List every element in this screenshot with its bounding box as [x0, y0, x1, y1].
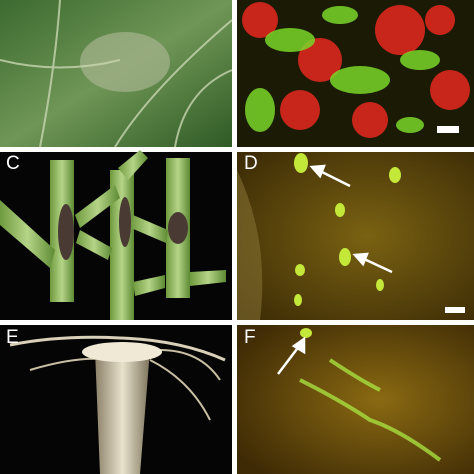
scale-bar: [437, 126, 459, 133]
green-cells-part: [400, 50, 440, 70]
scale-bar: [445, 307, 465, 313]
stem-lesions: [58, 197, 188, 260]
red-cells-part: [298, 38, 342, 82]
red-cells-part: [425, 5, 455, 35]
arrows-part: [361, 256, 393, 274]
microscopy-photo: [237, 152, 474, 320]
panel-label: C: [6, 153, 20, 174]
panel-d: D: [237, 152, 474, 320]
stem-lesions-part: [58, 204, 74, 260]
stems-part: [76, 230, 112, 260]
microscopy-photo: [237, 325, 474, 474]
root-crown: [82, 342, 162, 362]
arrows-part: [309, 164, 326, 179]
fluorescent-spots-part: [389, 167, 401, 183]
red-cells-part: [375, 5, 425, 55]
stems-part: [133, 275, 165, 296]
stems-part: [131, 215, 168, 243]
tissue-edge: [237, 170, 263, 320]
fluorescent-spots-part: [339, 248, 351, 266]
green-cells-part: [330, 66, 390, 94]
panel-label: E: [6, 327, 19, 348]
fluorescent-spots-part: [294, 294, 302, 306]
lateral-roots: [9, 335, 226, 362]
stems-part: [190, 270, 226, 286]
red-cells-part: [352, 102, 388, 138]
green-cells-part: [245, 88, 275, 132]
red-cells-part: [280, 90, 320, 130]
panel-label: D: [244, 153, 258, 174]
fluorescent-spots: [294, 153, 401, 306]
red-cells: [242, 2, 470, 138]
fluorescent-spots-part: [376, 279, 384, 291]
fluorescent-spot: [300, 328, 312, 338]
green-cells-part: [396, 117, 424, 133]
panel-label: F: [244, 327, 256, 348]
leaf-veins: [0, 0, 233, 148]
fluorescent-spots-part: [294, 153, 308, 173]
arrows-part: [317, 168, 351, 188]
panel-b: [237, 0, 474, 147]
fluorescent-hyphae: [299, 358, 442, 462]
panel-a: [0, 0, 233, 148]
lesion: [80, 32, 170, 92]
panel-c: C: [0, 150, 232, 320]
green-cells: [245, 6, 440, 133]
red-cells-part: [242, 2, 278, 38]
stem-lesions-part: [168, 212, 188, 244]
arrow-part: [291, 336, 306, 355]
stems-part: [75, 185, 120, 228]
stems-part: [118, 150, 148, 180]
taproot: [95, 350, 150, 474]
panel-e: E: [0, 325, 232, 474]
fluorescent-spots-part: [295, 264, 305, 276]
arrow-part: [277, 344, 301, 375]
panel-f: F: [237, 325, 474, 474]
green-cells-part: [265, 28, 315, 52]
stems-part: [0, 200, 55, 268]
arrow: [277, 336, 306, 375]
green-cells-part: [322, 6, 358, 24]
arrows-part: [352, 252, 369, 267]
red-cells-part: [430, 70, 470, 110]
fluorescent-spots-part: [335, 203, 345, 217]
stem-lesions-part: [119, 197, 131, 247]
arrows: [309, 164, 393, 274]
